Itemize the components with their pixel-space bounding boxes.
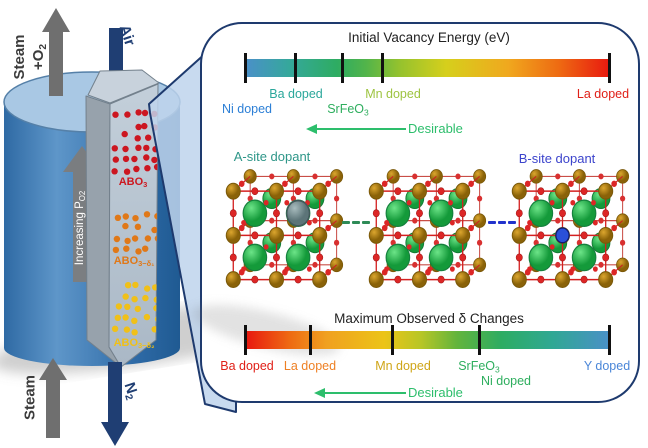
top-scale-colorbar [246,59,610,77]
top-desirable-arrowhead [306,124,317,134]
layer-label-abo3-d1: ABO3−δ₁ [113,255,155,269]
top-desirable-label: Desirable [408,121,463,136]
bottom-label-y: Y doped [583,359,631,373]
crystal-a-site [225,168,344,288]
steam-o2-label: Steam +O2 [11,34,49,80]
green-connector-dash [342,221,350,225]
increasing-po2-label: Increasing PO2 [74,190,88,266]
top-tick-ba [294,53,297,83]
bottom-scale-colorbar [246,331,610,349]
layer-label-abo3: ABO3 [118,176,148,190]
bottom-desirable-line [324,392,406,395]
steam-bottom-label: Steam [21,374,39,421]
top-desirable-line [316,128,406,131]
bottom-scale-title: Maximum Observed δ Changes [334,311,524,326]
bottom-label-ni: Ni doped [480,374,532,388]
steam-bottom-arrow [39,358,67,438]
bottom-desirable-label: Desirable [408,385,463,400]
crystal-srfeo3 [368,168,487,288]
top-tick-srfeo3 [341,53,344,83]
bottom-label-srfeo3: SrFeO3 [458,359,500,375]
steam-o2-arrow [42,8,70,96]
a-site-dopant-label: A-site dopant [233,149,311,164]
vacancy-dot-clusters [111,109,158,336]
bottom-tick-srfeo3 [478,325,481,355]
n2-arrow [101,362,129,446]
b-site-dopant-label: B-site dopant [518,151,596,166]
b-site-dopant-atom [555,227,570,244]
blue-connector-dash [508,221,516,225]
shadow-wisp [189,294,345,366]
top-label-ni: Ni doped [221,102,273,116]
bottom-tick-la [309,325,312,355]
top-label-mn: Mn doped [365,87,421,101]
top-label-srfeo3: SrFeO3 [327,102,369,118]
bottom-desirable-arrowhead [314,388,325,398]
top-tick-la [608,53,611,83]
bottom-label-la: La doped [283,359,337,373]
blue-connector-dash [498,221,506,225]
inset-panel: Initial Vacancy Energy (eV) Ba doped Mn … [189,22,640,403]
top-label-ba: Ba doped [269,87,323,101]
green-connector-dash [362,221,370,225]
top-tick-mn [381,53,384,83]
top-scale-title: Initial Vacancy Energy (eV) [348,30,510,45]
bottom-tick-mn [391,325,394,355]
top-label-la: La doped [576,87,630,101]
bottom-tick-y [608,325,611,355]
bottom-label-ba: Ba doped [220,359,274,373]
blue-connector-dash [488,221,496,225]
green-connector-dash [352,221,360,225]
prism-top [87,69,160,104]
crystal-b-site [511,168,630,288]
layer-label-abo3-d2: ABO3−δ₂ [113,337,155,351]
bottom-label-mn: Mn doped [375,359,431,373]
bottom-tick-ba [244,325,247,355]
a-site-dopant-atom [286,199,311,227]
top-tick-ni [244,53,247,83]
